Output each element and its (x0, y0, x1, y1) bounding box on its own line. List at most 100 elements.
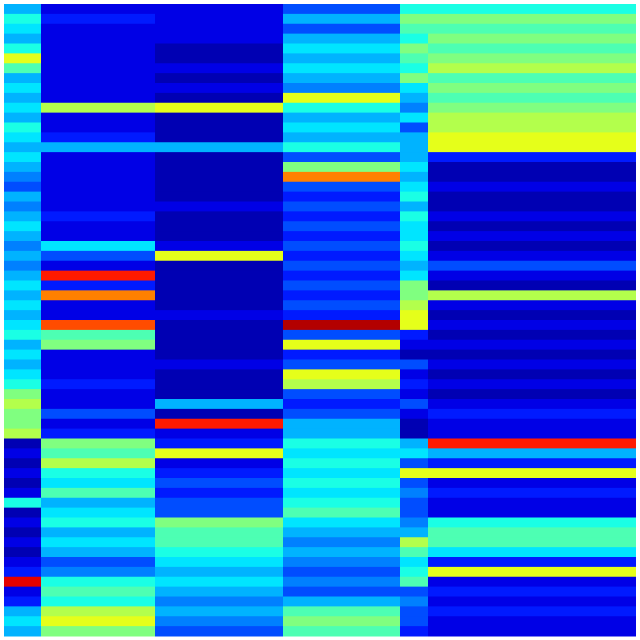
heatmap-cell (428, 418, 636, 430)
heatmap-cell (41, 102, 155, 114)
heatmap-cell (428, 63, 636, 74)
heatmap-cell (155, 290, 283, 301)
heatmap-cell (41, 4, 155, 15)
heatmap-cell (41, 349, 155, 360)
heatmap-cell (428, 142, 636, 153)
heatmap-cell (428, 527, 636, 538)
heatmap-cell (155, 339, 283, 351)
heatmap-cell (428, 132, 636, 143)
heatmap-cell (283, 181, 400, 193)
heatmap-cell (428, 349, 636, 360)
heatmap-cell (4, 478, 41, 489)
heatmap-cell (283, 63, 400, 74)
heatmap-cell (400, 102, 428, 114)
heatmap-cell (155, 478, 283, 489)
heatmap-cell (4, 399, 41, 410)
heatmap-cell (283, 290, 400, 301)
heatmap-cell (41, 497, 155, 509)
heatmap-cell (428, 92, 636, 104)
heatmap-cell (400, 142, 428, 153)
heatmap-cell (400, 280, 428, 291)
heatmap-cell (41, 576, 155, 588)
heatmap-cell (4, 290, 41, 301)
heatmap-cell (41, 270, 155, 281)
heatmap-cell (428, 73, 636, 84)
heatmap-cell (283, 487, 400, 499)
heatmap-cell (283, 112, 400, 123)
heatmap-cell (428, 181, 636, 193)
heatmap-cell (283, 171, 400, 183)
heatmap-cell (428, 191, 636, 202)
heatmap-cell (428, 33, 636, 44)
heatmap-cell (41, 379, 155, 390)
heatmap-cell (4, 586, 41, 597)
heatmap-cell (4, 438, 41, 449)
heatmap-cell (4, 458, 41, 469)
heatmap-cell (155, 606, 283, 617)
heatmap-cell (283, 468, 400, 479)
heatmap-cell (41, 339, 155, 351)
heatmap-cell (41, 171, 155, 183)
heatmap-cell (428, 596, 636, 607)
heatmap-cell (4, 122, 41, 133)
heatmap-cell (283, 300, 400, 311)
heatmap-cell (283, 122, 400, 133)
heatmap-cell (155, 13, 283, 25)
heatmap-cell (41, 201, 155, 212)
heatmap-cell (41, 320, 155, 331)
heatmap-cell (4, 359, 41, 370)
heatmap-cell (400, 290, 428, 301)
heatmap-cell (41, 478, 155, 489)
heatmap-cell (400, 23, 428, 35)
heatmap-cell (428, 112, 636, 123)
heatmap-cell (155, 399, 283, 410)
heatmap-cell (400, 507, 428, 518)
heatmap-cell (400, 389, 428, 400)
heatmap-cell (155, 250, 283, 262)
heatmap-cell (4, 517, 41, 528)
heatmap-cell (155, 586, 283, 597)
heatmap-cell (4, 547, 41, 558)
heatmap-cell (428, 606, 636, 617)
heatmap-cell (4, 250, 41, 262)
heatmap-cell (400, 162, 428, 173)
heatmap-cell (283, 478, 400, 489)
heatmap-cell (155, 260, 283, 272)
heatmap-cell (428, 576, 636, 588)
heatmap-cell (155, 221, 283, 232)
heatmap-cell (41, 399, 155, 410)
heatmap-cell (400, 33, 428, 44)
heatmap-cell (41, 181, 155, 193)
heatmap-cell (155, 507, 283, 518)
heatmap-cell (155, 557, 283, 568)
heatmap-cell (400, 616, 428, 627)
heatmap-cell (41, 33, 155, 44)
heatmap-cell (400, 478, 428, 489)
heatmap-cell (4, 626, 41, 637)
heatmap-cell (400, 399, 428, 410)
heatmap-cell (283, 250, 400, 262)
heatmap-cell (428, 566, 636, 578)
heatmap-cell (155, 487, 283, 499)
heatmap-cell (41, 458, 155, 469)
heatmap-cell (428, 23, 636, 35)
heatmap-cell (428, 369, 636, 380)
heatmap-cell (283, 329, 400, 341)
heatmap-cell (283, 4, 400, 15)
heatmap-cell (283, 280, 400, 291)
heatmap-cell (4, 4, 41, 15)
heatmap-cell (41, 132, 155, 143)
heatmap-cell (4, 83, 41, 94)
heatmap-cell (283, 606, 400, 617)
heatmap-cell (400, 428, 428, 439)
heatmap-cell (283, 339, 400, 351)
heatmap-cell (4, 211, 41, 222)
heatmap-cell (41, 63, 155, 74)
heatmap-cell (400, 547, 428, 558)
heatmap-cell (41, 566, 155, 578)
heatmap-cell (400, 418, 428, 430)
heatmap-cell (155, 102, 283, 114)
heatmap-cell (4, 537, 41, 548)
heatmap-cell (4, 13, 41, 25)
